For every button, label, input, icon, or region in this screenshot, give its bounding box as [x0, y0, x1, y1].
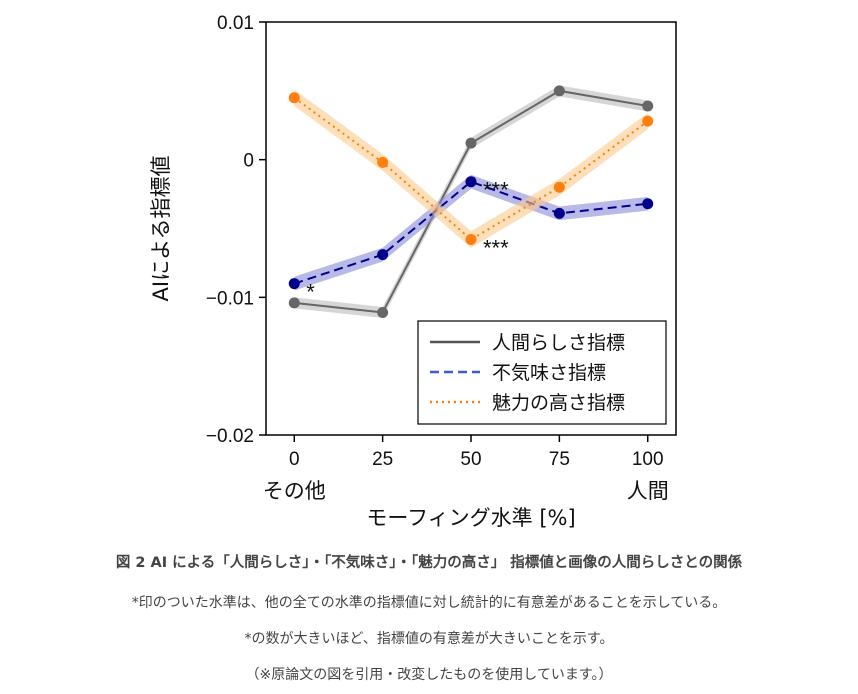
x-tick-label: 0 [289, 449, 300, 470]
x-tick-label: 100 [632, 449, 664, 470]
data-point-2-1 [288, 278, 300, 290]
data-point-2-4 [553, 207, 565, 219]
y-tick-label: 0.01 [217, 13, 254, 34]
legend-label-1: 人間らしさ指標 [492, 332, 625, 354]
data-point-3-2 [377, 156, 389, 168]
y-tick-label: −0.01 [206, 288, 254, 309]
figure-caption-note-source: （※原論文の図を引用・改変したものを使用しています。） [245, 667, 613, 683]
series-line-3 [293, 96, 649, 241]
x-tick-label: 75 [549, 449, 570, 470]
data-point-2-3 [465, 176, 477, 188]
data-point-1-5 [642, 100, 654, 112]
data-point-1-1 [288, 297, 300, 309]
data-point-1-2 [377, 306, 389, 318]
y-axis-title: AIによる指標値 [149, 156, 173, 302]
x-category-note: その他 [263, 479, 326, 503]
series-band-3 [294, 89, 648, 248]
x-category-note: 人間 [627, 479, 669, 503]
figure-caption-title: 図 2 AI による「人間らしさ」・「不気味さ」・「魅力の高さ」 指標値と画像の… [115, 555, 743, 571]
data-point-3-1 [288, 92, 300, 104]
y-tick-label: 0 [243, 151, 254, 172]
x-axis-title: モーフィング水準 [%] [366, 506, 575, 530]
x-tick-label: 25 [372, 449, 393, 470]
significance-marker: *** [483, 236, 509, 261]
significance-marker: * [306, 280, 315, 305]
data-point-1-4 [553, 85, 565, 97]
legend-label-3: 魅力の高さ指標 [492, 392, 625, 414]
series-band-2 [294, 174, 648, 291]
y-tick-label: −0.02 [206, 426, 254, 447]
series-line-2 [293, 180, 648, 285]
data-point-3-5 [642, 115, 654, 127]
data-point-2-2 [377, 249, 389, 261]
data-point-3-3 [465, 234, 477, 246]
series-line-1 [294, 89, 648, 314]
data-point-1-3 [465, 137, 477, 149]
data-point-3-4 [553, 181, 565, 193]
figure-caption-note-significance: *印のついた水準は、他の全ての水準の指標値に対し統計的に有意差があることを示して… [131, 595, 727, 611]
legend-label-2: 不気味さ指標 [492, 362, 606, 384]
x-tick-label: 50 [460, 449, 481, 470]
series-band-1 [294, 85, 648, 318]
data-point-2-5 [642, 198, 654, 210]
figure-caption-note-stars: *の数が大きいほど、指標値の有意差が大きいことを示す。 [244, 631, 614, 647]
significance-marker: *** [483, 178, 509, 203]
